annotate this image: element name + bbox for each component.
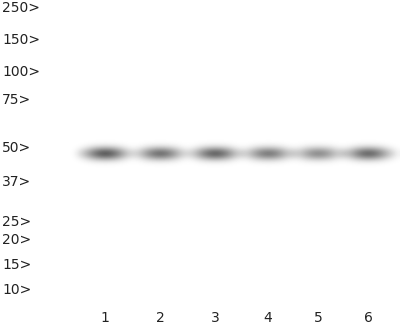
Text: 25>: 25> <box>2 215 31 229</box>
Text: 5: 5 <box>314 311 322 325</box>
Text: 1: 1 <box>100 311 110 325</box>
Text: 4: 4 <box>264 311 272 325</box>
Text: 10>: 10> <box>2 283 31 297</box>
Text: 75>: 75> <box>2 93 31 107</box>
Text: 150>: 150> <box>2 33 40 47</box>
Text: 37>: 37> <box>2 175 31 189</box>
Text: 3: 3 <box>211 311 219 325</box>
Text: 100>: 100> <box>2 65 40 79</box>
Text: 6: 6 <box>364 311 372 325</box>
Text: 50>: 50> <box>2 141 31 155</box>
Text: 15>: 15> <box>2 258 31 272</box>
Text: 2: 2 <box>156 311 164 325</box>
Text: 250>: 250> <box>2 1 40 15</box>
Text: 20>: 20> <box>2 233 31 247</box>
